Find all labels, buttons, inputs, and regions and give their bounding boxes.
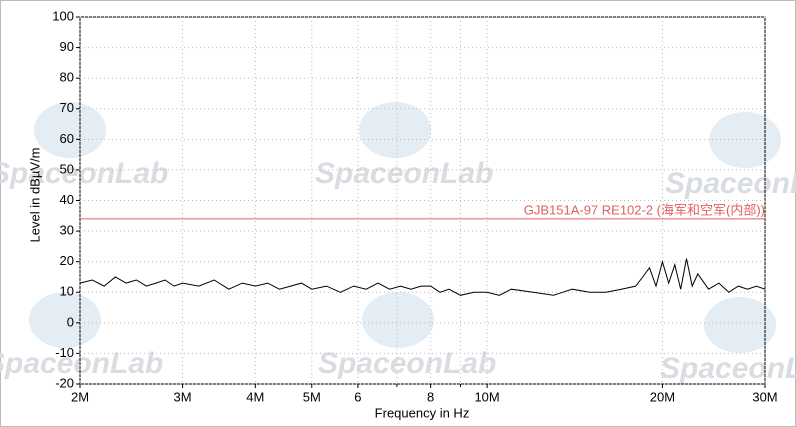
y-tick-label: 40 [60,192,74,207]
watermarks: SpaceonLab SpaceonLab SpaceonLab SpaceonLab… [0,102,796,385]
watermark: SpaceonLab [0,347,163,380]
watermark-logo [709,112,781,168]
watermark: SpaceonLab [318,347,496,380]
watermark-logo [29,292,101,348]
y-tick-label: -20 [55,375,74,390]
x-tick-label: 30M [752,389,777,404]
watermark-logo [34,102,106,158]
y-tick-label: 20 [60,253,74,268]
y-tick-label: 30 [60,223,74,238]
x-tick-label: 20M [650,389,675,404]
x-axis-label: Frequency in Hz [375,405,470,420]
y-tick-label: 100 [52,8,74,23]
x-tick-label: 5M [303,389,321,404]
y-tick-label: 70 [60,100,74,115]
y-tick-label: 80 [60,70,74,85]
y-axis-label: Level in dBµV/m [27,148,42,243]
y-tick-label: 0 [67,314,74,329]
y-tick-label: 10 [60,284,74,299]
y-tick-label: 60 [60,131,74,146]
x-tick-label: 2M [71,389,89,404]
limit-label: GJB151A-97 RE102-2 (海军和空军(内部)) [524,202,765,217]
watermark: SpaceonLab [315,157,493,190]
x-tick-label: 10M [474,389,499,404]
x-tick-label: 4M [246,389,264,404]
y-tick-label: -10 [55,345,74,360]
watermark: SpaceonLab [665,167,796,200]
x-tick-label: 8 [427,389,434,404]
x-tick-label: 6 [354,389,361,404]
y-tick-label: 50 [60,161,74,176]
watermark-logo [362,292,434,348]
y-tick-label: 90 [60,39,74,54]
watermark: SpaceonLab [660,352,796,385]
x-tick-label: 3M [174,389,192,404]
watermark: SpaceonLab [0,157,168,190]
watermark-logo [359,102,431,158]
trace [79,258,766,296]
watermark-logo [704,297,776,353]
